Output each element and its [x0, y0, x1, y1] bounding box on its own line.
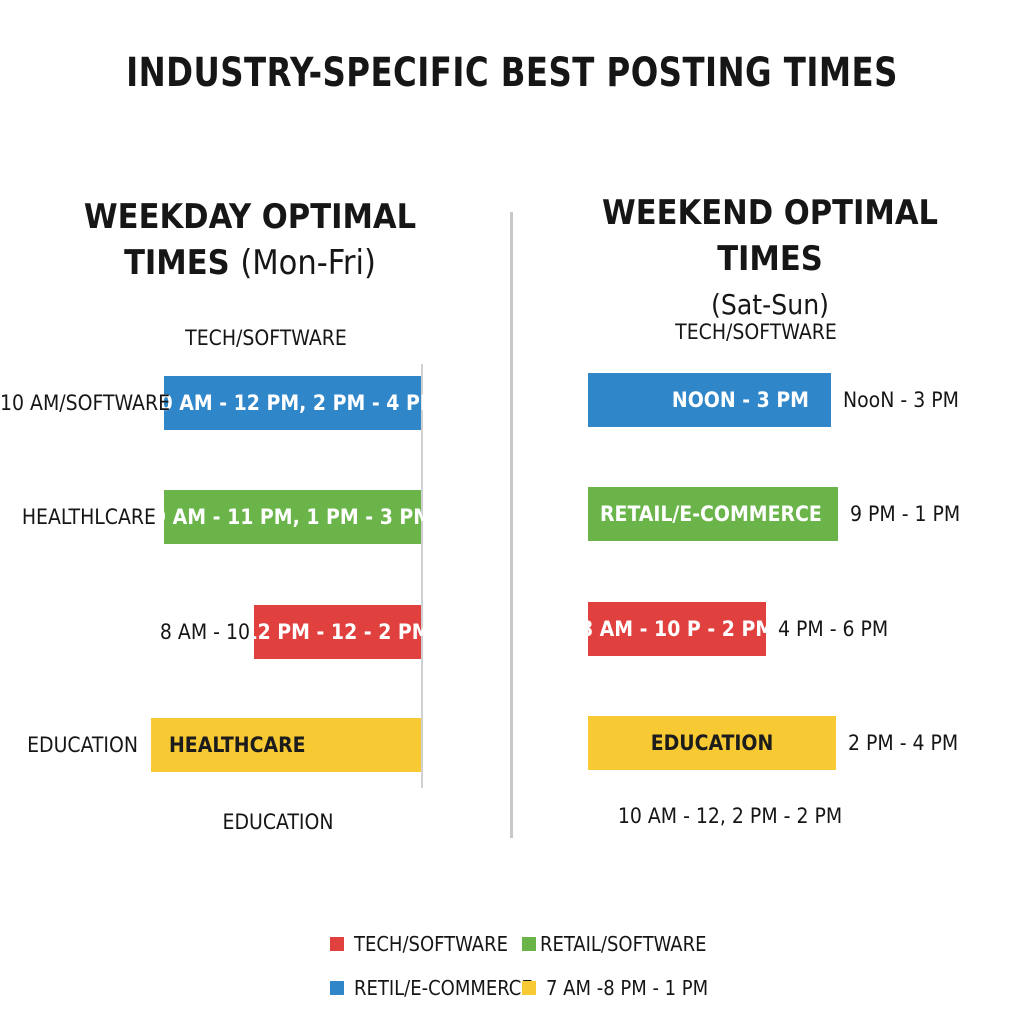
- weekday-category-label-1: HEALTHLCARE: [21, 505, 156, 529]
- legend-label-0: TECH/SOFTWARE: [354, 932, 508, 956]
- chart-title: INDUSTRY-SPECIFIC BEST POSTING TIMES: [126, 50, 898, 96]
- weekday-panel-title: WEEKDAY OPTIMAL TIMES (Mon-Fri): [60, 194, 440, 286]
- weekday-bar-1: 9 AM - 11 PM, 1 PM - 3 PM: [153, 490, 432, 544]
- weekend-value-label-1: 9 PM - 1 PM: [850, 502, 961, 526]
- weekend-bar-1: RETAIL/E-COMMERCE: [588, 487, 838, 541]
- legend-swatch-3: [522, 981, 536, 995]
- weekday-top-caption: TECH/SOFTWARE: [185, 326, 347, 350]
- weekday-bar-label-2: 12 PM - 12 - 2 PM: [244, 620, 431, 644]
- weekday-bar-2: 12 PM - 12 - 2 PM: [244, 605, 431, 659]
- weekday-title-line1: WEEKDAY OPTIMAL: [83, 197, 417, 237]
- weekend-bar-3: EDUCATION: [588, 716, 836, 770]
- weekend-bar-2: 8 AM - 10 P - 2 PM: [580, 602, 774, 656]
- weekend-days-range: (Sat-Sun): [711, 288, 829, 321]
- weekend-bar-label-1: RETAIL/E-COMMERCE: [600, 502, 822, 526]
- legend-item-2: RETIL/E-COMMERCE: [330, 976, 533, 1000]
- weekday-bar-label-3: HEALTHCARE: [169, 733, 306, 757]
- weekend-value-label-3: 2 PM - 4 PM: [848, 731, 959, 755]
- legend-swatch-1: [522, 937, 536, 951]
- weekend-top-caption: TECH/SOFTWARE: [675, 320, 837, 344]
- weekend-bottom-caption: 10 AM - 12, 2 PM - 2 PM: [617, 804, 843, 828]
- weekend-value-label-2: 4 PM - 6 PM: [778, 617, 889, 641]
- legend-swatch-2: [330, 981, 344, 995]
- panel-divider: [510, 212, 513, 838]
- weekday-bar-label-0: 10 AM - 12 PM, 2 PM - 4 PM: [146, 391, 439, 415]
- weekday-title-line2: TIMES (Mon-Fri): [124, 243, 376, 283]
- weekday-bar-label-1: 9 AM - 11 PM, 1 PM - 3 PM: [152, 505, 433, 529]
- weekday-bar-3: HEALTHCARE: [151, 718, 421, 772]
- weekday-axis-line: [421, 364, 423, 788]
- weekday-days-range: (Mon-Fri): [240, 243, 376, 283]
- weekend-title-line1: WEEKEND OPTIMAL TIMES: [601, 193, 939, 279]
- weekend-bar-label-0: NOON - 3 PM: [671, 388, 809, 412]
- weekday-bar-0: 10 AM - 12 PM, 2 PM - 4 PM: [146, 376, 439, 430]
- weekend-panel-title: WEEKEND OPTIMAL TIMES (Sat-Sun): [560, 190, 980, 328]
- legend-item-1: RETAIL/SOFTWARE: [522, 932, 706, 956]
- weekend-bar-label-3: EDUCATION: [650, 731, 774, 755]
- weekend-value-label-0: NooN - 3 PM: [843, 388, 959, 412]
- weekday-category-label-0: 10 AM/SOFTWARE: [0, 391, 171, 415]
- legend-item-0: TECH/SOFTWARE: [330, 932, 508, 956]
- weekend-bar-0: NOON - 3 PM: [588, 373, 831, 427]
- weekday-bottom-caption: EDUCATION: [222, 810, 334, 834]
- legend-label-3: 7 AM -8 PM - 1 PM: [546, 976, 709, 1000]
- legend-item-3: 7 AM -8 PM - 1 PM: [522, 976, 708, 1000]
- legend-label-1: RETAIL/SOFTWARE: [540, 932, 707, 956]
- weekend-bar-label-2: 8 AM - 10 P - 2 PM: [579, 617, 775, 641]
- weekday-category-label-2: 8 AM - 10: [159, 620, 250, 644]
- legend-label-2: RETIL/E-COMMERCE: [354, 976, 533, 1000]
- legend-swatch-0: [330, 937, 344, 951]
- weekday-category-label-3: EDUCATION: [27, 733, 138, 757]
